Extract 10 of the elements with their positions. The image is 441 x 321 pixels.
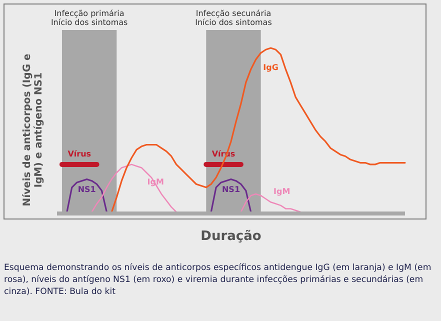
text: Esquema demonstrando os níveis de anticorpos específicos antidengue IgG (em laranja) e IgM (em rosa), níveis do antígeno NS1 (em roxo) e viremia durante infecções primárias e secundárias (em cinza). FONTE: Bula do kit [4, 262, 432, 298]
text: Infecção primária Início dos sintomas [50, 9, 128, 28]
x-axis-title: Duração [200, 229, 262, 244]
series-label: IgG [263, 63, 278, 72]
y-axis-title: Níveis de anticorpos (IgG e IgM) e antígeno NS1 [22, 54, 44, 206]
text: Infecção secunária Início dos sintomas [195, 9, 272, 28]
series-label: IgM [274, 186, 290, 196]
series-label: NS1 [222, 185, 240, 194]
series-label: NS1 [78, 185, 96, 194]
series-label: Vírus [68, 149, 92, 158]
